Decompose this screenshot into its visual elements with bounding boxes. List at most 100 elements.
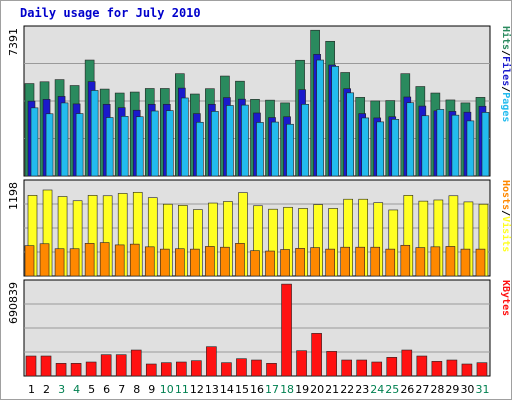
chart-title: Daily usage for July 2010 [20, 6, 201, 20]
x-tick-label-day-23: 23 [355, 383, 369, 396]
x-tick-label-day-28: 28 [430, 383, 444, 396]
panel-1-legend: Hits/Files/Pages [500, 26, 512, 122]
bar-kbytes-day-19 [296, 350, 307, 377]
x-tick-label-day-31: 31 [475, 383, 489, 396]
bar-kbytes-day-29 [446, 359, 458, 377]
legend-entry-2-3: Visits [500, 216, 512, 252]
bar-pages-day-27 [421, 115, 430, 177]
bar-kbytes-day-26 [401, 349, 413, 377]
x-tick-label-day-14: 14 [220, 383, 234, 396]
x-tick-label-day-10: 10 [160, 383, 174, 396]
bar-pages-day-10 [165, 110, 174, 177]
bar-pages-day-29 [451, 114, 460, 177]
x-tick-label-day-22: 22 [340, 383, 354, 396]
bar-pages-day-3 [60, 102, 69, 177]
legend-entry-1-3: Files [500, 56, 512, 86]
panel-3-ymax-label: 690839 [7, 282, 20, 324]
bar-kbytes-day-16 [251, 359, 262, 377]
bar-kbytes-day-14 [221, 362, 232, 377]
bar-hosts-day-4 [69, 248, 80, 277]
bar-kbytes-day-18 [281, 283, 292, 377]
bar-pages-day-11 [181, 97, 189, 177]
x-tick-label-day-12: 12 [190, 383, 204, 396]
bar-kbytes-day-17 [266, 363, 277, 377]
bar-pages-day-21 [331, 66, 339, 177]
bar-pages-day-9 [150, 110, 159, 177]
legend-entry-2-2: / [500, 210, 511, 216]
bar-kbytes-day-12 [191, 360, 202, 377]
bar-hosts-day-1 [24, 245, 35, 277]
x-tick-label-day-13: 13 [205, 383, 219, 396]
x-tick-label-day-29: 29 [445, 383, 459, 396]
bar-pages-day-14 [226, 105, 234, 177]
bar-kbytes-day-11 [176, 361, 187, 377]
bar-hosts-day-13 [205, 246, 215, 277]
bar-kbytes-day-25 [386, 357, 398, 377]
bar-hosts-day-20 [310, 247, 320, 277]
bar-pages-day-30 [466, 120, 475, 177]
x-tick-label-day-24: 24 [370, 383, 384, 396]
x-tick-label-day-11: 11 [175, 383, 189, 396]
x-tick-label-day-18: 18 [280, 383, 294, 396]
bar-pages-day-6 [105, 117, 114, 177]
bar-kbytes-day-27 [416, 355, 428, 377]
x-tick-label-day-4: 4 [73, 383, 80, 396]
bar-kbytes-day-8 [130, 349, 142, 377]
bar-pages-day-19 [301, 103, 309, 177]
panel-3-legend: KBytes [500, 280, 511, 316]
x-tick-label-day-5: 5 [88, 383, 95, 396]
bar-pages-day-23 [361, 117, 370, 177]
bar-kbytes-day-5 [85, 361, 97, 377]
bar-kbytes-day-22 [341, 359, 352, 377]
bar-pages-day-17 [271, 121, 279, 177]
bar-kbytes-day-30 [461, 363, 473, 377]
bar-hosts-day-29 [445, 246, 456, 277]
bar-kbytes-day-3 [55, 363, 67, 377]
bar-pages-day-8 [135, 116, 144, 177]
legend-entry-1-5: Pages [500, 92, 511, 122]
bar-hosts-day-6 [99, 242, 110, 277]
bar-hosts-day-24 [370, 246, 381, 277]
bar-kbytes-day-4 [70, 363, 82, 377]
bar-pages-day-31 [481, 112, 490, 177]
bar-pages-day-5 [90, 90, 99, 177]
bar-kbytes-day-15 [236, 358, 247, 377]
x-tick-label-day-6: 6 [103, 383, 110, 396]
bar-hosts-day-16 [250, 250, 260, 277]
bar-kbytes-day-1 [25, 355, 37, 377]
bar-hosts-day-17 [265, 250, 275, 277]
bar-hosts-day-14 [220, 246, 230, 277]
x-tick-label-day-27: 27 [415, 383, 429, 396]
bar-pages-day-1 [30, 107, 39, 177]
bar-pages-day-7 [120, 116, 129, 177]
bar-hosts-day-30 [460, 248, 471, 277]
bar-hosts-day-9 [144, 246, 155, 277]
bar-pages-day-12 [196, 121, 204, 177]
x-tick-label-day-8: 8 [133, 383, 140, 396]
bar-hosts-day-12 [190, 248, 200, 277]
bar-kbytes-day-20 [311, 333, 322, 377]
bar-hosts-day-21 [325, 248, 335, 277]
bar-hosts-day-19 [295, 248, 305, 277]
bar-kbytes-day-2 [40, 355, 52, 377]
bar-hosts-day-8 [129, 243, 140, 277]
bar-pages-day-18 [286, 123, 294, 177]
bar-hosts-day-7 [114, 244, 125, 277]
x-tick-label-day-19: 19 [295, 383, 309, 396]
bar-hosts-day-5 [84, 243, 95, 277]
bar-kbytes-day-7 [115, 354, 127, 377]
bar-hosts-day-22 [340, 246, 350, 277]
x-tick-label-day-17: 17 [265, 383, 279, 396]
bar-hosts-day-10 [159, 248, 170, 277]
legend-entry-1-1: Hits [500, 26, 512, 50]
bar-pages-day-2 [45, 113, 54, 177]
bar-kbytes-day-6 [100, 354, 112, 377]
bar-pages-day-22 [346, 92, 354, 177]
bar-pages-day-26 [406, 102, 415, 177]
bar-pages-day-28 [436, 109, 445, 177]
x-tick-label-day-21: 21 [325, 383, 339, 396]
legend-entry-3-1: KBytes [500, 280, 511, 316]
x-tick-label-day-3: 3 [58, 383, 65, 396]
bar-hosts-day-15 [235, 243, 245, 277]
